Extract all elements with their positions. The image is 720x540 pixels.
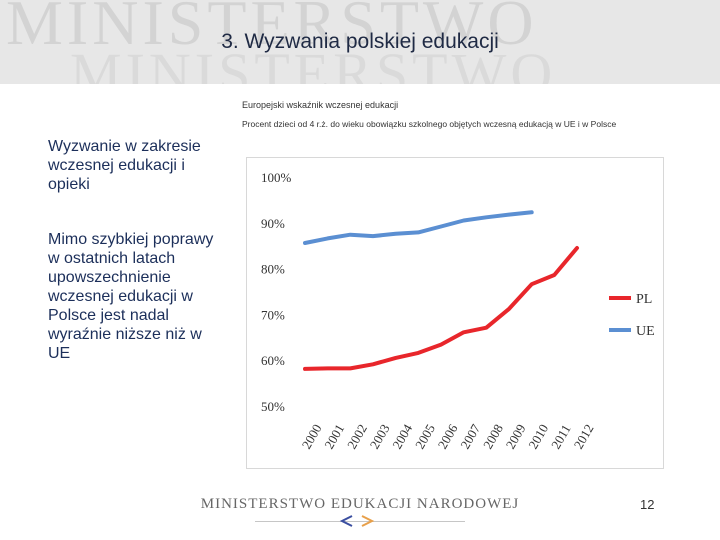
x-tick-label: 2004 <box>389 421 415 451</box>
ministry-footer: MINISTERSTWO EDUKACJI NARODOWEJ <box>200 496 520 512</box>
x-tick-label: 2011 <box>548 422 574 452</box>
x-tick-label: 2012 <box>571 421 597 451</box>
x-tick-label: 2001 <box>321 421 347 451</box>
x-tick-label: 2010 <box>525 421 551 451</box>
y-tick-label: 100% <box>261 170 292 185</box>
y-tick-label: 60% <box>261 353 285 368</box>
challenge-body: Mimo szybkiej poprawy w ostatnich latach… <box>48 231 214 362</box>
x-tick-label: 2002 <box>344 421 370 451</box>
x-tick-label: 2003 <box>367 421 393 451</box>
slide-title: 3. Wyzwania polskiej edukacji <box>221 30 499 53</box>
y-tick-label: 90% <box>261 216 285 231</box>
y-tick-label: 80% <box>261 262 285 277</box>
header-watermark-top: MINISTERSTWO <box>6 0 538 58</box>
series-line-pl <box>303 246 579 371</box>
line-chart: 50% 60% 70% 80% 90% 100% 2000 2001 2002 2003 2004 2… <box>246 157 664 469</box>
x-tick-label: 2005 <box>412 421 438 451</box>
x-tick-label: 2008 <box>480 421 506 451</box>
x-tick-label: 2000 <box>299 421 325 451</box>
footer-divider <box>255 521 465 522</box>
x-tick-label: 2009 <box>503 421 529 451</box>
header-watermark-bottom: MINISTERSTWO <box>70 41 557 84</box>
chart-title: Europejski wskaźnik wczesnej edukacji <box>242 100 399 110</box>
legend-label-ue: UE <box>636 324 655 339</box>
series-line-ue <box>303 210 534 245</box>
legend-label-pl: PL <box>636 292 652 307</box>
challenge-heading: Wyzwanie w zakresie wczesnej edukacji i … <box>48 138 201 193</box>
page-number: 12 <box>640 497 655 512</box>
x-tick-label: 2006 <box>435 421 461 451</box>
x-tick-label: 2007 <box>457 421 483 451</box>
y-tick-label: 70% <box>261 307 285 322</box>
chart-subtitle: Procent dzieci od 4 r.ż. do wieku obowią… <box>242 119 617 129</box>
ministry-logo-mark <box>339 515 375 527</box>
line-chart-svg: 50%60%70%80%90%100%200020012002200320042… <box>261 170 655 452</box>
header-band: MINISTERSTWO MINISTERSTWO 3. Wyzwania po… <box>0 0 720 84</box>
y-tick-label: 50% <box>261 399 285 414</box>
